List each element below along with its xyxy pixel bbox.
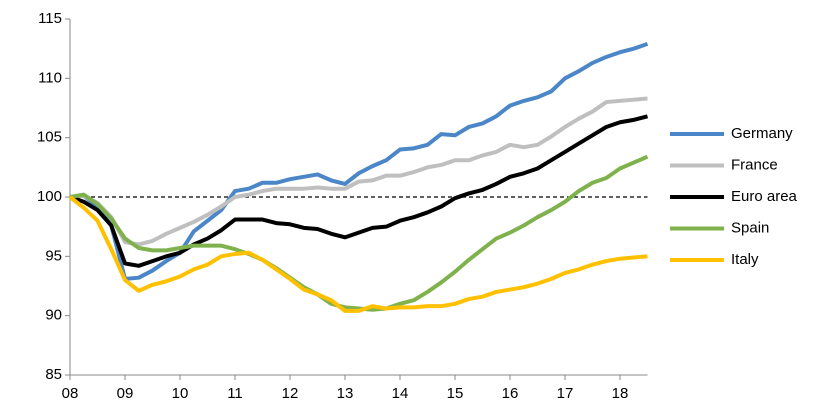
y-tick-label: 85 (45, 366, 62, 383)
y-tick-label: 110 (38, 69, 62, 86)
y-tick-label: 115 (38, 10, 62, 27)
series-line (69, 42, 649, 281)
legend-label: Euro area (731, 188, 798, 205)
x-tick-label: 17 (557, 385, 574, 402)
series-line (68, 195, 648, 313)
legend-label: France (731, 156, 778, 173)
series-line (69, 114, 649, 268)
x-tick-label: 14 (392, 385, 409, 402)
x-tick-label: 15 (447, 385, 464, 402)
x-tick-label: 18 (612, 385, 629, 402)
legend-label: Italy (731, 251, 759, 268)
x-tick-label: 09 (117, 385, 134, 402)
legend-label: Germany (731, 125, 793, 142)
y-tick-label: 100 (37, 188, 62, 205)
x-tick-label: 13 (337, 385, 354, 402)
legend-label: Spain (731, 219, 769, 236)
series-line (69, 154, 649, 312)
y-tick-label: 105 (37, 129, 62, 146)
series-line (69, 96, 648, 247)
x-tick-label: 08 (62, 385, 79, 402)
x-tick-label: 11 (227, 385, 243, 402)
y-tick-label: 95 (45, 247, 62, 264)
y-tick-label: 90 (45, 307, 62, 324)
x-tick-label: 10 (172, 385, 189, 402)
x-tick-label: 16 (502, 385, 519, 402)
x-tick-label: 12 (282, 385, 299, 402)
